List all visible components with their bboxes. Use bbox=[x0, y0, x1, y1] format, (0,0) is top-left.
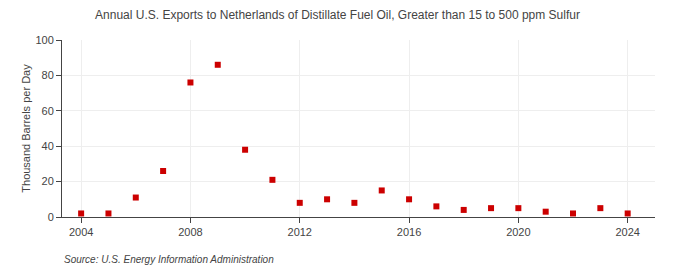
svg-text:40: 40 bbox=[42, 140, 54, 152]
svg-text:0: 0 bbox=[48, 211, 54, 223]
svg-text:2016: 2016 bbox=[397, 226, 421, 238]
svg-text:2004: 2004 bbox=[69, 226, 93, 238]
svg-text:2012: 2012 bbox=[288, 226, 312, 238]
svg-text:80: 80 bbox=[42, 69, 54, 81]
svg-text:2008: 2008 bbox=[178, 226, 202, 238]
svg-text:Thousand Barrels per Day: Thousand Barrels per Day bbox=[20, 64, 32, 193]
svg-text:2024: 2024 bbox=[615, 226, 639, 238]
svg-text:Source: U.S. Energy Informatio: Source: U.S. Energy Information Administ… bbox=[64, 254, 274, 265]
svg-text:20: 20 bbox=[42, 175, 54, 187]
svg-text:60: 60 bbox=[42, 105, 54, 117]
svg-text:Annual U.S. Exports to Netherl: Annual U.S. Exports to Netherlands of Di… bbox=[95, 8, 580, 22]
svg-text:100: 100 bbox=[35, 34, 53, 46]
svg-text:2020: 2020 bbox=[506, 226, 530, 238]
